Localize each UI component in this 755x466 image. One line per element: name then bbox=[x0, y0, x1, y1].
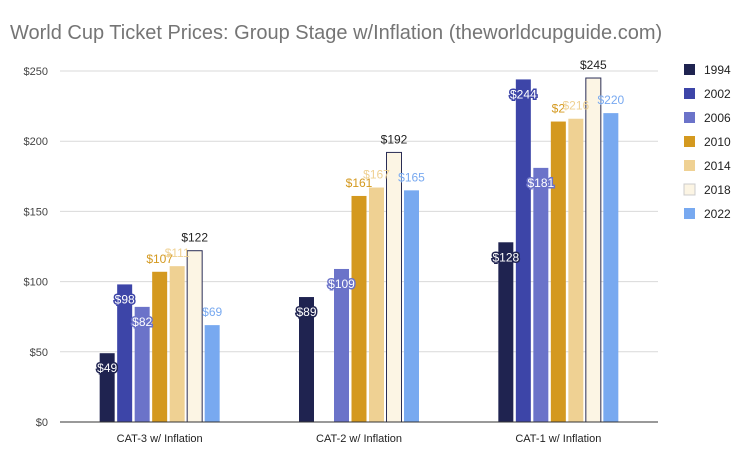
y-tick-label: $50 bbox=[30, 347, 48, 359]
bar-2014 bbox=[369, 187, 384, 422]
y-tick-label: $150 bbox=[24, 206, 48, 218]
x-category-label: CAT-1 w/ Inflation bbox=[515, 433, 601, 445]
bar-2006 bbox=[334, 268, 349, 422]
y-tick-label: $0 bbox=[36, 417, 48, 429]
legend-label: 2014 bbox=[704, 159, 731, 173]
data-label: $220 bbox=[597, 93, 624, 107]
data-label: $107 bbox=[146, 252, 173, 266]
legend-label: 2018 bbox=[704, 183, 731, 197]
data-labels-layer: $49 $98 $82 $107$111$122 $69 $89 $109 $161$167 $… bbox=[96, 58, 625, 377]
legend-swatch bbox=[683, 183, 696, 196]
data-label: $122 bbox=[181, 231, 208, 245]
legend-swatch bbox=[684, 112, 695, 123]
data-label: $109 bbox=[328, 277, 355, 291]
bar-2014 bbox=[169, 266, 185, 422]
x-category-label: CAT-2 w/ Inflation bbox=[316, 433, 402, 445]
legend-label: 2002 bbox=[704, 87, 731, 101]
y-tick-label: $250 bbox=[24, 66, 48, 78]
bar-1994 bbox=[99, 353, 115, 422]
legend-swatch bbox=[684, 64, 695, 75]
data-label: $181 bbox=[527, 176, 554, 190]
data-label: $128 bbox=[492, 250, 519, 264]
data-label: $69 bbox=[202, 305, 222, 319]
bar-2018 bbox=[386, 151, 402, 423]
bars-layer bbox=[99, 77, 619, 423]
legend-swatch bbox=[684, 208, 695, 219]
data-label: $161 bbox=[346, 176, 373, 190]
bar-2006 bbox=[134, 306, 150, 422]
bar-2006 bbox=[533, 167, 549, 422]
bar-2018 bbox=[186, 250, 203, 423]
y-tick-label: $100 bbox=[24, 277, 48, 289]
data-label: $89 bbox=[296, 305, 316, 319]
data-label: $244 bbox=[510, 87, 537, 101]
bar-2010 bbox=[152, 271, 168, 422]
data-label: $82 bbox=[132, 315, 152, 329]
bar-1994 bbox=[498, 242, 514, 422]
data-label: $216 bbox=[562, 99, 589, 113]
bar-2018 bbox=[585, 77, 602, 423]
bar-1994 bbox=[299, 297, 314, 422]
data-label: $49 bbox=[97, 361, 117, 375]
legend-swatch bbox=[684, 160, 695, 171]
data-label: $165 bbox=[398, 170, 425, 184]
x-category-label: CAT-3 w/ Inflation bbox=[117, 433, 203, 445]
legend-label: 2022 bbox=[704, 207, 731, 221]
bar-2010 bbox=[550, 121, 566, 422]
bar-2022 bbox=[204, 325, 220, 422]
data-label: $111 bbox=[165, 246, 190, 260]
data-label: $98 bbox=[115, 292, 135, 306]
legend-label: 2006 bbox=[704, 111, 731, 125]
bar-2022 bbox=[603, 113, 619, 423]
bar-2010 bbox=[351, 195, 367, 422]
data-label: $245 bbox=[580, 58, 607, 72]
y-tick-label: $200 bbox=[24, 136, 48, 148]
legend-swatch bbox=[684, 88, 695, 99]
bar-2002 bbox=[117, 284, 133, 422]
axis-layer: $0 $50 $100 $150 $200 $250 CAT-3 w/ Inflation C… bbox=[24, 66, 658, 445]
data-label: $2 bbox=[552, 102, 566, 116]
bar-2002 bbox=[515, 79, 531, 422]
legend-swatch bbox=[684, 136, 695, 147]
data-label: $167 bbox=[363, 168, 390, 182]
bar-2022 bbox=[404, 190, 419, 422]
data-label: $192 bbox=[381, 132, 408, 146]
legend-label: 2010 bbox=[704, 135, 731, 149]
legend: 1994 2002 2006 2010 2014 2018 2022 bbox=[683, 63, 731, 221]
legend-label: 1994 bbox=[704, 63, 731, 77]
chart-title: World Cup Ticket Prices: Group Stage w/I… bbox=[10, 22, 663, 44]
bar-2014 bbox=[568, 118, 584, 423]
